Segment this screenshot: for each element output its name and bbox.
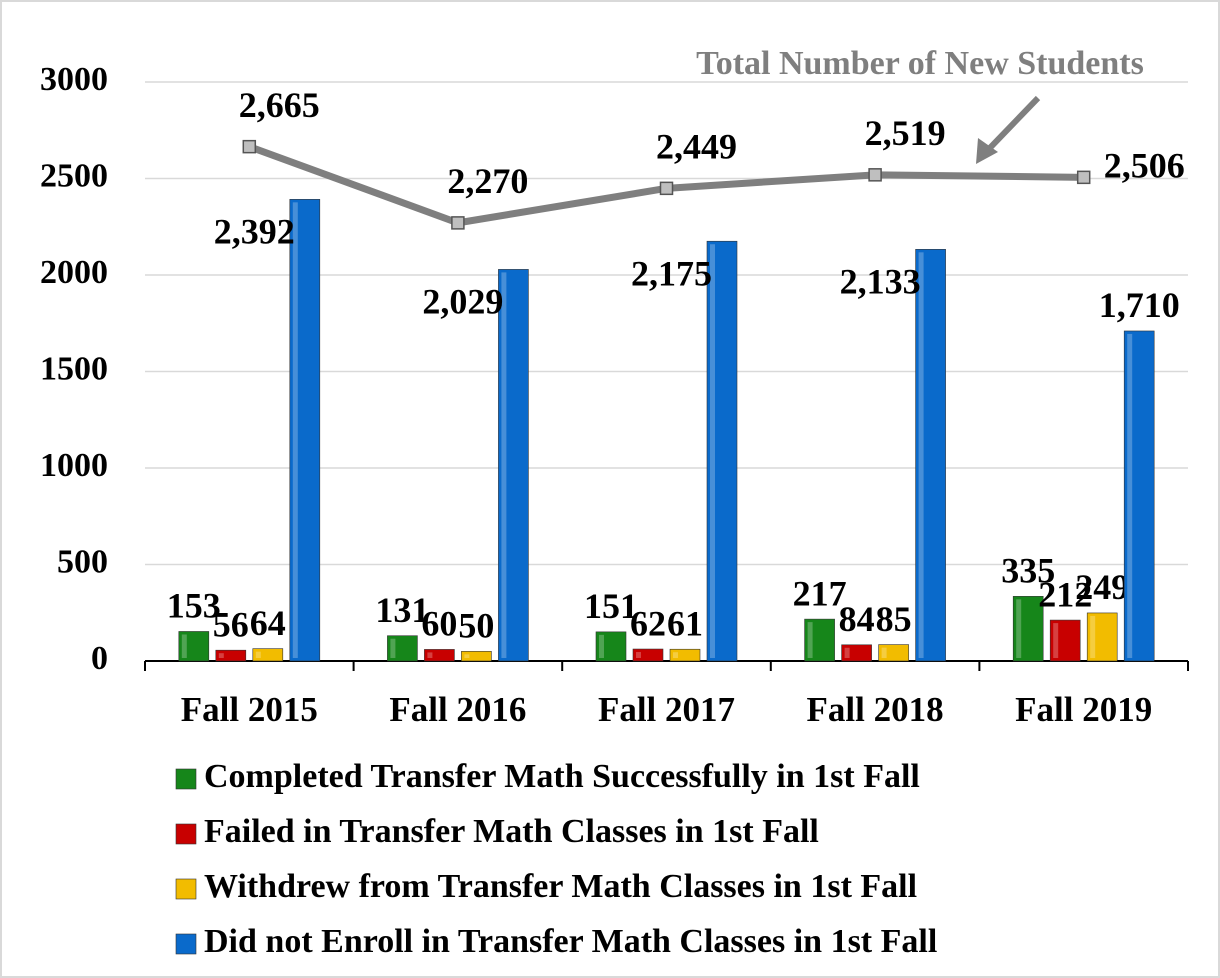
legend-label: Completed Transfer Math Successfully in … [204, 758, 920, 795]
bar-highlight [292, 202, 298, 658]
bar-highlight [918, 252, 924, 658]
bar [804, 618, 835, 662]
x-tick-label: Fall 2018 [807, 690, 944, 729]
data-label: 2,175 [631, 253, 712, 293]
bar [669, 648, 701, 662]
bar-highlight [807, 622, 813, 658]
legend-label: Failed in Transfer Math Classes in 1st F… [204, 813, 819, 850]
data-label: 64 [250, 603, 286, 643]
bar-highlight [844, 647, 850, 658]
bar-highlight [881, 647, 887, 658]
bar-highlight [464, 654, 470, 658]
data-label: 151 [584, 586, 638, 626]
line-marker [1076, 170, 1091, 185]
bar-highlight [673, 652, 678, 658]
data-label: 2,665 [239, 85, 320, 125]
data-label: 85 [876, 599, 912, 639]
data-label: 212 [1038, 574, 1092, 614]
bar [878, 644, 909, 662]
data-label: 61 [667, 603, 703, 643]
legend-label: Withdrew from Transfer Math Classes in 1… [204, 868, 917, 905]
bar [387, 635, 418, 662]
bar-highlight [599, 634, 604, 658]
bar [595, 631, 627, 662]
bar-highlight [1090, 615, 1096, 658]
legend-swatch [175, 768, 197, 790]
data-label: 2,519 [865, 113, 946, 153]
data-label: 56 [213, 604, 249, 644]
legend-swatch [175, 823, 197, 845]
line-marker [451, 216, 465, 230]
data-label: 84 [839, 599, 875, 639]
data-label: 2,133 [840, 262, 921, 302]
annotation: Total Number of New Students [696, 45, 1144, 82]
data-label: 1,710 [1099, 285, 1180, 325]
legend-swatch [175, 933, 197, 955]
data-label: 62 [630, 603, 666, 643]
x-tick-label: Fall 2017 [598, 690, 735, 729]
legend-swatch [175, 878, 197, 900]
bar-highlight [636, 652, 641, 658]
x-tick-label: Fall 2015 [181, 690, 318, 729]
bar-highlight [390, 638, 396, 658]
bar [424, 649, 455, 662]
x-tick-label: Fall 2019 [1015, 690, 1152, 729]
x-tick-label: Fall 2016 [389, 690, 526, 729]
bar [461, 651, 492, 662]
bar-highlight [427, 652, 433, 658]
bar-highlight [218, 653, 224, 658]
bar [252, 648, 284, 662]
bar-highlight [501, 272, 507, 658]
bar [178, 631, 210, 662]
bar [1123, 330, 1155, 662]
bar [915, 249, 946, 662]
line-marker [868, 168, 882, 182]
data-label: 60 [421, 604, 457, 644]
line-marker [242, 139, 257, 154]
data-label: 2,270 [447, 161, 528, 201]
bar-highlight [710, 244, 715, 658]
y-tick-label: 1000 [40, 447, 108, 484]
bar [1086, 612, 1118, 662]
bar-highlight [1016, 599, 1022, 658]
bar [498, 269, 529, 662]
bar [706, 240, 738, 662]
bar [632, 648, 664, 662]
data-label: 335 [1001, 551, 1055, 591]
data-label: 50 [458, 606, 494, 646]
data-label: 2,029 [422, 282, 503, 322]
bar-highlight [255, 651, 261, 658]
y-tick-label: 0 [91, 640, 108, 677]
line-marker [659, 181, 674, 196]
annotation-arrowhead [976, 138, 998, 164]
bar-highlight [181, 634, 187, 658]
y-tick-label: 1500 [40, 350, 108, 387]
legend-label: Did not Enroll in Transfer Math Classes … [204, 923, 937, 960]
data-label: 153 [167, 586, 221, 626]
data-label: 131 [375, 590, 429, 630]
y-tick-label: 2500 [40, 157, 108, 194]
bar [1049, 619, 1081, 662]
data-label: 249 [1075, 567, 1129, 607]
bar [289, 199, 321, 662]
bar-highlight [1053, 623, 1059, 658]
data-label: 2,449 [656, 127, 737, 167]
data-label: 2,506 [1104, 146, 1185, 186]
bar [215, 649, 247, 662]
data-label: 217 [793, 573, 847, 613]
y-tick-label: 2000 [40, 254, 108, 291]
bar-highlight [1127, 333, 1133, 658]
bar [1012, 596, 1044, 662]
bar [841, 644, 872, 662]
y-tick-label: 500 [57, 543, 108, 580]
y-tick-label: 3000 [40, 61, 108, 98]
annotation-arrow [983, 95, 1041, 155]
data-label: 2,392 [214, 212, 295, 252]
